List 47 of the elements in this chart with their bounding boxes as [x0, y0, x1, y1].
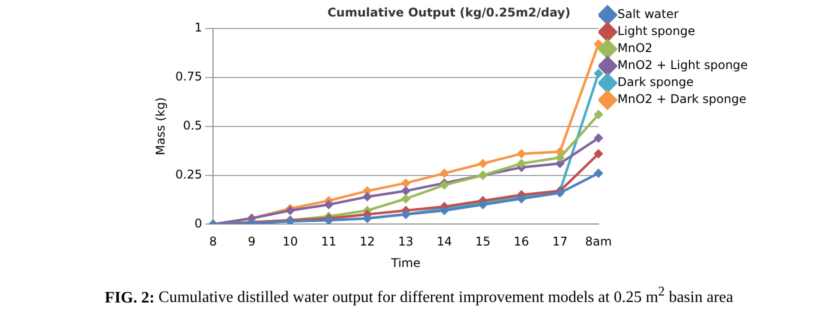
legend-label: MnO2 + Light sponge: [618, 58, 748, 72]
x-tick-label: 16: [514, 234, 530, 249]
legend-label: Dark sponge: [618, 75, 694, 90]
x-tick-label: 10: [282, 234, 298, 249]
x-tick-label: 11: [321, 234, 336, 249]
y-tick-label: 0: [194, 216, 202, 230]
x-axis-title: Time: [390, 256, 420, 270]
point: [440, 180, 449, 190]
point: [478, 200, 488, 209]
point: [478, 159, 488, 168]
point: [440, 169, 449, 178]
legend-label: MnO2: [618, 41, 653, 56]
legend-label: Light sponge: [618, 24, 696, 38]
x-tick-label: 13: [398, 234, 414, 249]
x-tick-label: 15: [475, 234, 491, 249]
point: [517, 159, 526, 168]
point: [402, 178, 410, 188]
y-tick-label: 0.25: [175, 167, 202, 182]
y-axis-title: Mass (kg): [153, 97, 168, 156]
point: [594, 134, 603, 142]
legend-label: Salt water: [618, 7, 679, 22]
y-tick-label: 0.5: [183, 118, 202, 132]
point: [324, 200, 333, 209]
x-tick-label: 8: [209, 234, 217, 249]
x-tick-label: 9: [248, 234, 256, 249]
point: [556, 188, 564, 198]
point: [556, 153, 564, 162]
legend-label: MnO2 + Dark sponge: [618, 92, 746, 106]
x-tick-label: 8am: [585, 234, 612, 249]
chart-title: Cumulative Output (kg/0.25m2/day): [327, 5, 571, 20]
x-tick-label: 14: [436, 234, 452, 249]
point: [594, 149, 603, 158]
point: [594, 169, 603, 178]
caption: FIG. 2: Cumulative distilled water output for different improvement models at 0.25 m$^{2}$ basin area: [104, 284, 734, 306]
y-tick-label: 0.75: [175, 69, 202, 84]
point: [402, 194, 410, 203]
x-tick-label: 12: [360, 234, 375, 249]
point: [594, 40, 603, 48]
point: [363, 192, 372, 202]
point: [517, 149, 526, 158]
x-tick-label: 17: [552, 234, 568, 249]
point: [286, 206, 294, 215]
point: [594, 110, 603, 119]
point: [440, 206, 449, 215]
point: [402, 186, 410, 196]
y-tick-label: 1: [194, 20, 202, 35]
point: [594, 69, 603, 78]
